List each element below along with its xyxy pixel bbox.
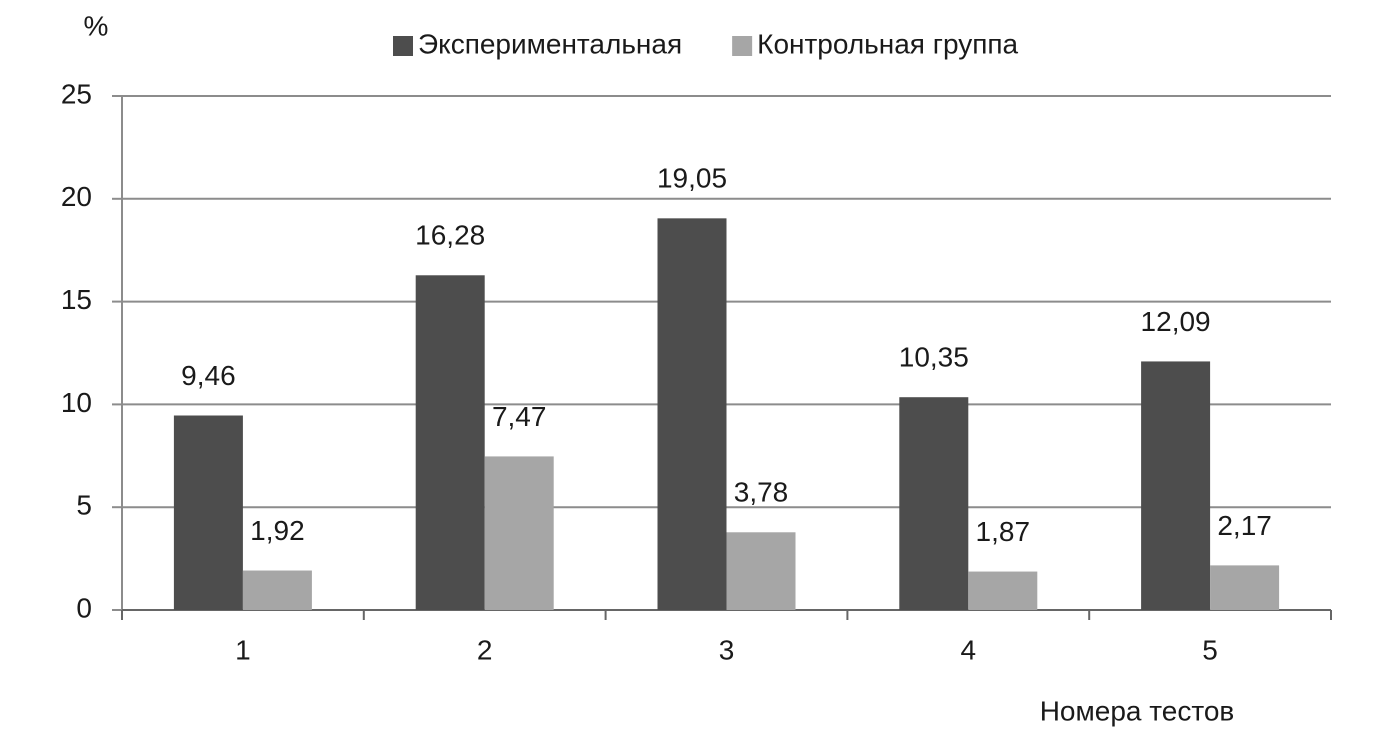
y-tick-label: 5 bbox=[76, 490, 92, 521]
bar bbox=[242, 570, 312, 610]
bar bbox=[899, 397, 969, 610]
x-tick-label: 2 bbox=[477, 634, 493, 665]
bar bbox=[1210, 565, 1280, 610]
y-tick-label: 10 bbox=[61, 387, 92, 418]
y-tick-label: 0 bbox=[76, 592, 92, 623]
value-label: 7,47 bbox=[492, 401, 547, 432]
value-label: 9,46 bbox=[181, 360, 236, 391]
y-tick-label: 20 bbox=[61, 181, 92, 212]
value-label: 19,05 bbox=[657, 163, 727, 194]
value-label: 10,35 bbox=[899, 342, 969, 373]
x-tick-label: 1 bbox=[235, 634, 251, 665]
x-axis-label: Номера тестов bbox=[1040, 695, 1235, 726]
y-tick-label: 15 bbox=[61, 284, 92, 315]
x-tick-label: 5 bbox=[1202, 634, 1218, 665]
bar bbox=[173, 415, 243, 610]
y-axis-label: % bbox=[84, 10, 109, 41]
value-label: 16,28 bbox=[415, 220, 485, 251]
value-label: 12,09 bbox=[1141, 306, 1211, 337]
value-label: 1,92 bbox=[250, 515, 305, 546]
legend-label: Экспериментальная bbox=[418, 28, 682, 59]
x-tick-label: 4 bbox=[961, 634, 977, 665]
bar bbox=[484, 456, 554, 610]
value-label: 2,17 bbox=[1217, 510, 1272, 541]
bar bbox=[657, 218, 727, 610]
bar bbox=[726, 532, 796, 610]
value-label: 3,78 bbox=[734, 477, 789, 508]
legend-swatch bbox=[732, 36, 753, 56]
bar bbox=[968, 571, 1038, 610]
y-tick-label: 25 bbox=[61, 78, 92, 109]
x-tick-label: 3 bbox=[719, 634, 735, 665]
value-label: 1,87 bbox=[976, 516, 1031, 547]
bar bbox=[415, 275, 485, 610]
legend-label: Контрольная группа bbox=[757, 28, 1018, 59]
bar bbox=[1141, 361, 1211, 610]
legend-swatch bbox=[393, 36, 413, 56]
